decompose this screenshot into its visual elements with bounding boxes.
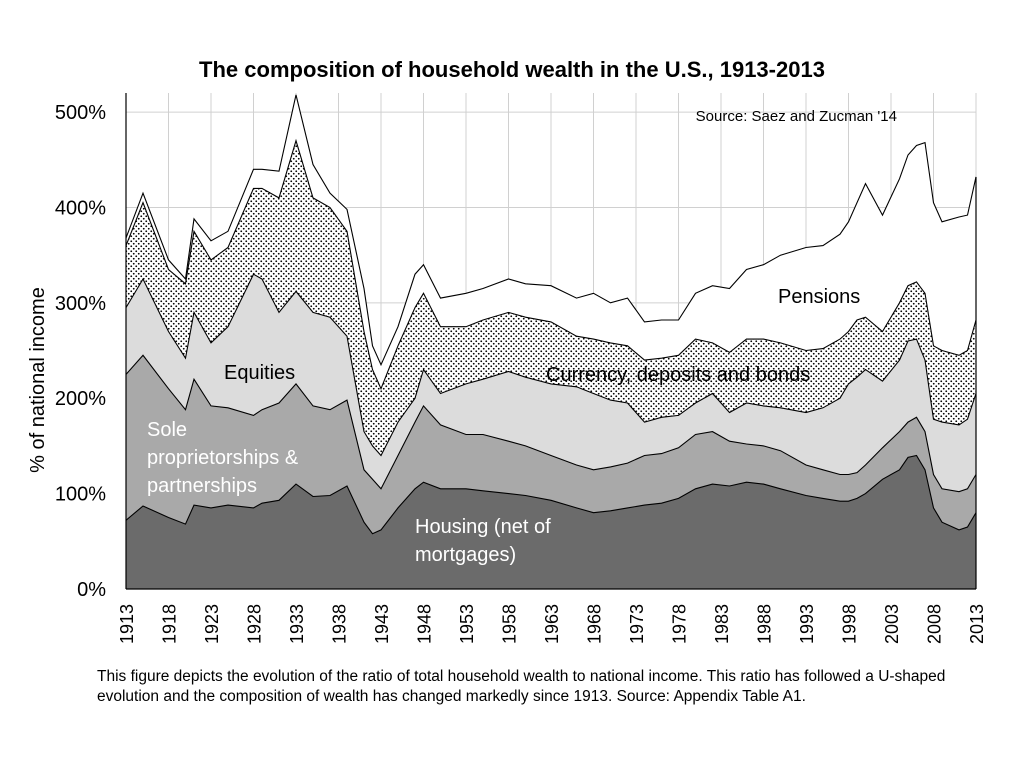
sole-proprietorships-label: Sole proprietorships & partnerships: [147, 419, 299, 497]
y-axis-title: % of national income: [27, 287, 49, 473]
x-tick-label: 1928: [245, 604, 265, 644]
area-layer: [125, 94, 977, 590]
x-tick-label: 1963: [542, 604, 562, 644]
chart-title: The composition of household wealth in t…: [199, 57, 825, 82]
chart-svg: 0% 100% 200% 300% 400% 500% 1913 1918 1923 1928 19…: [27, 93, 987, 644]
x-tick-label: 1988: [755, 604, 775, 644]
y-tick-label: 300%: [55, 293, 106, 315]
equities-label: Equities: [224, 362, 295, 384]
x-tick-label: 1978: [670, 604, 690, 644]
sole-proprietorships-line: [125, 354, 977, 493]
currency-deposits-bonds-line: [125, 138, 977, 391]
y-tick-label: 0%: [77, 579, 106, 601]
x-tick-label: 1953: [457, 604, 477, 644]
y-tick-label: 100%: [55, 484, 106, 506]
x-tick-label: 1983: [712, 604, 732, 644]
x-tick-label: 1938: [330, 604, 350, 644]
equities-line: [125, 273, 977, 457]
housing-area: [126, 455, 976, 589]
x-tick-label: 1933: [287, 604, 307, 644]
y-tick-label: 400%: [55, 197, 106, 219]
x-tick-label: 1923: [202, 604, 222, 644]
y-tick-label: 200%: [55, 388, 106, 410]
figure-caption: This figure depicts the evolution of the…: [97, 668, 946, 705]
x-tick-label: 1913: [117, 604, 137, 644]
pensions-line: [125, 94, 977, 367]
housing-line: [125, 454, 977, 535]
x-tick-label: 1918: [160, 604, 180, 644]
x-tick-label: 1998: [840, 604, 860, 644]
x-tick-label: 1973: [627, 604, 647, 644]
currency-deposits-bonds-label: Currency, deposits and bonds: [546, 364, 810, 386]
x-tick-label: 2003: [882, 604, 902, 644]
axis-layer: [125, 93, 977, 590]
x-tick-label: 1958: [500, 604, 520, 644]
x-tick-label: 2013: [967, 604, 987, 644]
pensions-label: Pensions: [778, 286, 860, 308]
x-tick-label: 1948: [415, 604, 435, 644]
label-layer: 0% 100% 200% 300% 400% 500% 1913 1918 1923 1928 19…: [27, 102, 987, 644]
y-tick-label: 500%: [55, 102, 106, 124]
source-annotation: Source: Saez and Zucman '14: [696, 108, 897, 125]
x-tick-label: 2008: [925, 604, 945, 644]
x-tick-label: 1993: [797, 604, 817, 644]
x-tick-label: 1968: [585, 604, 605, 644]
x-tick-label: 1943: [372, 604, 392, 644]
housing-label: Housing (net of mortgages): [415, 516, 551, 566]
